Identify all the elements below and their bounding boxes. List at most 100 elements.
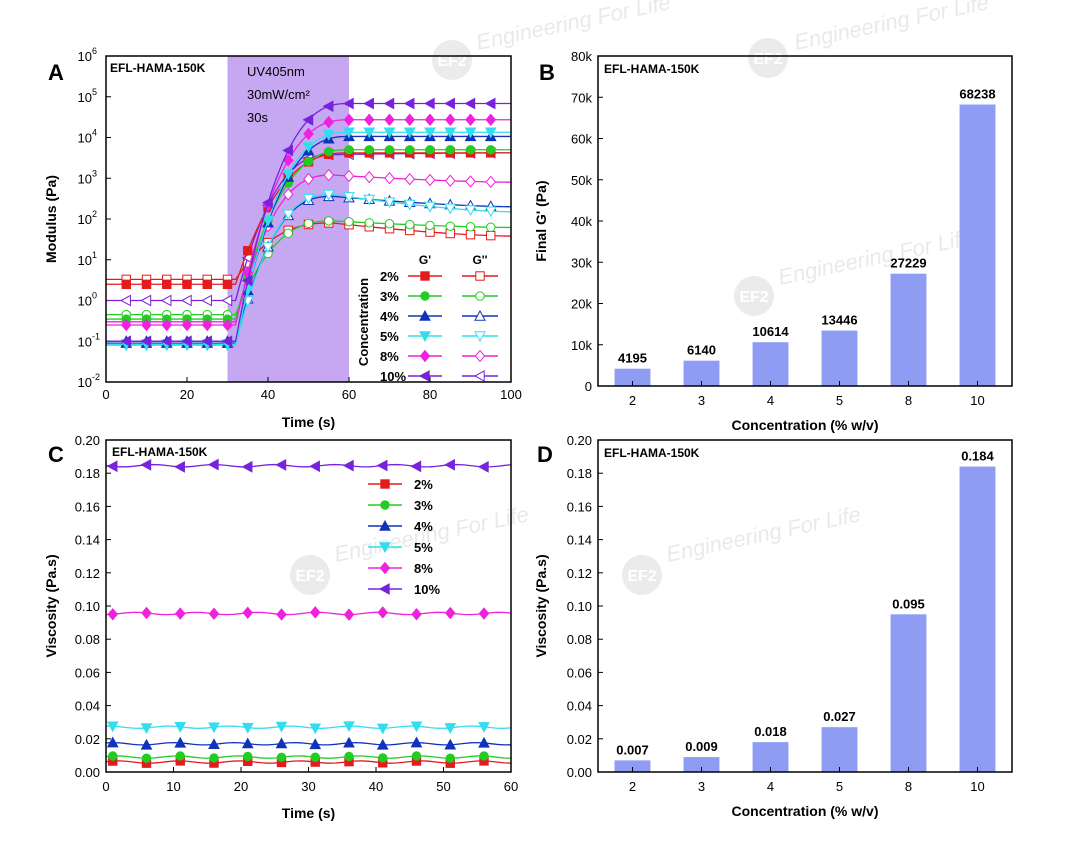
data-point xyxy=(243,751,253,762)
svg-text:EF2: EF2 xyxy=(295,568,324,585)
data-point xyxy=(201,335,212,348)
data-point xyxy=(410,460,422,473)
watermark-text: Engineering For Life xyxy=(474,0,673,55)
watermark-text: Engineering For Life xyxy=(664,501,863,567)
legend-label: 4% xyxy=(414,519,433,534)
panel-letter: B xyxy=(539,60,555,85)
uv-annotation-line: 30s xyxy=(247,110,268,125)
data-point xyxy=(465,113,476,127)
data-point xyxy=(140,738,153,750)
legend-label: 4% xyxy=(380,309,399,324)
data-point xyxy=(477,460,489,473)
data-point xyxy=(162,279,172,289)
x-tick-label: 8 xyxy=(905,393,912,408)
data-point xyxy=(303,172,314,186)
x-tick-label: 2 xyxy=(629,393,636,408)
data-point xyxy=(384,145,395,155)
data-point xyxy=(486,145,496,155)
y-tick-label: 10 xyxy=(78,212,92,227)
series-line xyxy=(105,725,512,729)
data-point xyxy=(141,753,152,763)
data-point xyxy=(478,722,490,733)
x-tick-label: 30 xyxy=(301,779,315,794)
data-point xyxy=(174,736,187,748)
legend-title: Concentration xyxy=(356,278,371,366)
data-label: 0.095 xyxy=(892,596,925,611)
data-point xyxy=(140,335,152,348)
data-point xyxy=(342,459,354,472)
data-point xyxy=(241,460,253,473)
data-point xyxy=(241,274,253,287)
x-axis-label: Time (s) xyxy=(282,805,335,821)
data-point xyxy=(343,608,355,621)
panel-letter: D xyxy=(537,442,553,467)
y-tick-label: 10 xyxy=(78,253,92,268)
data-point xyxy=(465,175,476,188)
panel-a: 10 -210 -110 010 110 210 310 410 510 60 20 40 60 80 10… xyxy=(43,46,522,430)
data-point xyxy=(140,458,152,471)
data-point xyxy=(344,217,354,227)
data-point xyxy=(343,721,355,733)
data-point xyxy=(484,97,496,110)
y-tick-label: 60k xyxy=(571,132,592,147)
data-point xyxy=(403,97,415,110)
x-tick-label: 3 xyxy=(698,779,705,794)
data-point xyxy=(140,723,153,735)
y-tick-label: 0 xyxy=(585,379,592,394)
data-point xyxy=(363,194,376,206)
data-point xyxy=(222,318,233,332)
data-label: 68238 xyxy=(959,87,995,102)
y-tick-label: 30k xyxy=(571,255,592,270)
data-point xyxy=(303,156,314,167)
data-point xyxy=(465,145,476,155)
plot-frame xyxy=(105,439,512,773)
y-axis-label: Viscosity (Pa.s) xyxy=(533,554,549,657)
legend-marker xyxy=(473,370,485,382)
legend-marker xyxy=(380,479,390,489)
data-point xyxy=(324,216,334,226)
data-point xyxy=(343,113,355,127)
legend-marker xyxy=(419,331,431,343)
watermark-text: Engineering For Life xyxy=(776,224,975,290)
data-point xyxy=(309,460,320,473)
data-point xyxy=(202,279,212,289)
legend-label: 3% xyxy=(414,498,433,513)
y-tick-label: 0.10 xyxy=(75,599,100,614)
legend-marker xyxy=(474,331,486,343)
data-point xyxy=(309,723,322,735)
y-tick-label: 0.14 xyxy=(75,533,100,548)
panel-c: 0.00 0.02 0.04 0.06 0.08 0.10 0.12 0.14 0.16 0.18… xyxy=(43,433,518,821)
watermark-logo: EF2 xyxy=(734,276,774,316)
data-point xyxy=(275,737,288,749)
data-point xyxy=(302,142,315,153)
data-point xyxy=(141,606,152,620)
data-point xyxy=(303,127,314,141)
x-tick-label: 5 xyxy=(836,779,843,794)
data-label: 27229 xyxy=(890,256,926,271)
bar xyxy=(614,760,651,772)
x-tick-label: 40 xyxy=(369,779,383,794)
legend-label: 10% xyxy=(380,369,406,384)
x-axis-label: Concentration (% w/v) xyxy=(731,803,878,819)
data-point xyxy=(201,318,213,332)
y-axis-label: Modulus (Pa) xyxy=(43,175,59,263)
data-point xyxy=(182,279,192,289)
legend-label: 2% xyxy=(380,269,399,284)
data-point xyxy=(221,294,233,307)
x-tick-label: 5 xyxy=(836,393,843,408)
data-point xyxy=(120,335,131,348)
data-point xyxy=(423,97,435,110)
data-label: 10614 xyxy=(752,324,789,339)
data-point xyxy=(363,113,375,127)
y-tick-exponent: 3 xyxy=(92,168,97,178)
data-point xyxy=(384,171,395,185)
data-point xyxy=(302,113,314,126)
y-tick-label: 0.08 xyxy=(567,632,592,647)
legend-marker xyxy=(378,583,390,595)
legend-marker xyxy=(379,561,391,575)
y-tick-label: 0.18 xyxy=(75,466,100,481)
legend-label: 10% xyxy=(414,582,440,597)
data-point xyxy=(241,737,254,749)
data-point xyxy=(342,97,354,110)
